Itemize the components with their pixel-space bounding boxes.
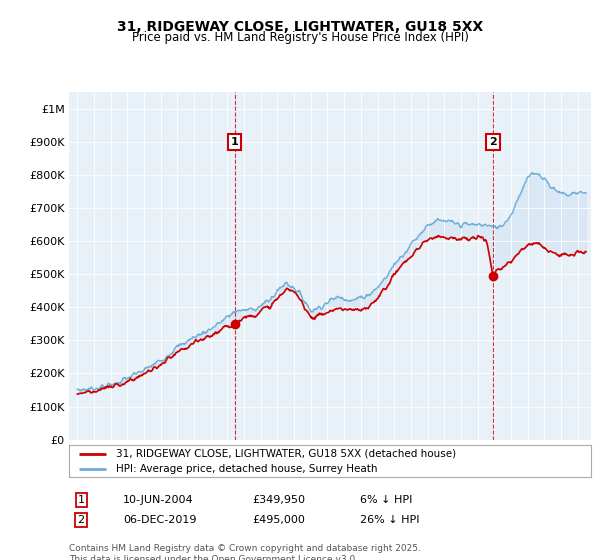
- Text: Contains HM Land Registry data © Crown copyright and database right 2025.
This d: Contains HM Land Registry data © Crown c…: [69, 544, 421, 560]
- Text: 31, RIDGEWAY CLOSE, LIGHTWATER, GU18 5XX: 31, RIDGEWAY CLOSE, LIGHTWATER, GU18 5XX: [117, 20, 483, 34]
- Text: 2: 2: [489, 137, 497, 147]
- Text: 2: 2: [77, 515, 85, 525]
- Text: 1: 1: [231, 137, 239, 147]
- Text: 26% ↓ HPI: 26% ↓ HPI: [360, 515, 419, 525]
- Text: 6% ↓ HPI: 6% ↓ HPI: [360, 495, 412, 505]
- Text: £495,000: £495,000: [252, 515, 305, 525]
- Text: HPI: Average price, detached house, Surrey Heath: HPI: Average price, detached house, Surr…: [116, 464, 377, 474]
- Text: 10-JUN-2004: 10-JUN-2004: [123, 495, 194, 505]
- Text: £349,950: £349,950: [252, 495, 305, 505]
- Text: Price paid vs. HM Land Registry's House Price Index (HPI): Price paid vs. HM Land Registry's House …: [131, 31, 469, 44]
- Text: 06-DEC-2019: 06-DEC-2019: [123, 515, 197, 525]
- Text: 1: 1: [77, 495, 85, 505]
- Text: 31, RIDGEWAY CLOSE, LIGHTWATER, GU18 5XX (detached house): 31, RIDGEWAY CLOSE, LIGHTWATER, GU18 5XX…: [116, 449, 456, 459]
